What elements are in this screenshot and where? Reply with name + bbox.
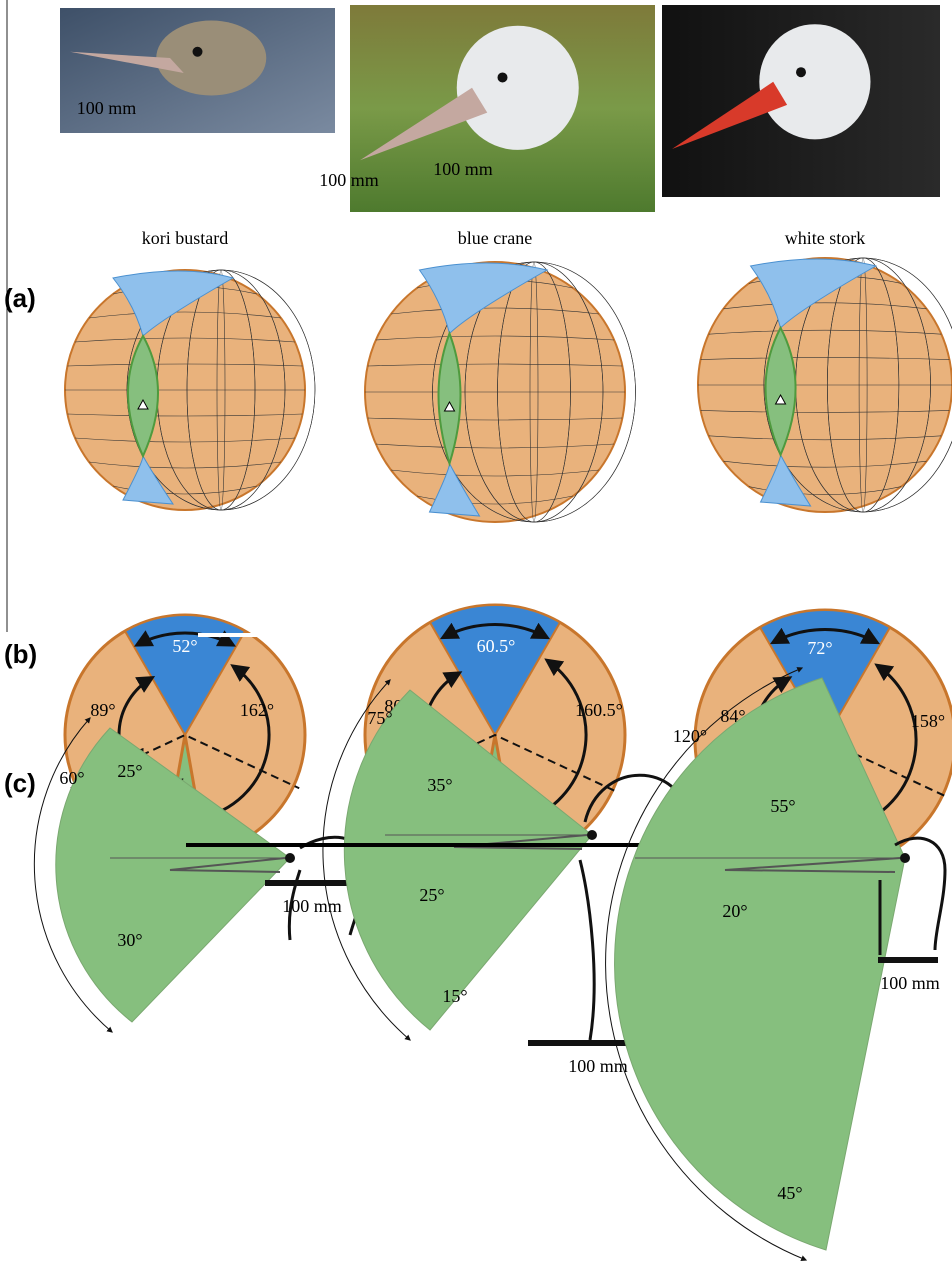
bill: [169, 857, 286, 873]
parallel: [700, 357, 950, 360]
angle-label: 15°: [442, 986, 467, 1006]
scale-label: 100 mm: [880, 973, 940, 993]
scale-label: 100 mm: [282, 896, 342, 916]
parallel: [74, 437, 296, 443]
blind-area: [418, 262, 549, 335]
angle-label: 89°: [90, 700, 115, 720]
binocular-area: [127, 333, 159, 459]
bird-head: [456, 25, 579, 150]
parallel: [367, 363, 623, 367]
parallel: [390, 307, 600, 315]
bill-marker: [774, 393, 787, 405]
blind-area: [112, 270, 235, 337]
eye: [285, 853, 295, 863]
angle-label: 25°: [419, 885, 444, 905]
angle-label: 25°: [117, 761, 142, 781]
angle-arrow: [196, 664, 271, 825]
panel-label: (c): [4, 768, 36, 798]
bill: [724, 857, 901, 873]
eye: [192, 46, 203, 57]
eye: [497, 72, 508, 83]
parallel: [74, 337, 296, 343]
angle-label: 35°: [427, 775, 452, 795]
beak: [360, 87, 488, 161]
panel-label: (a): [4, 283, 36, 313]
parallel: [708, 435, 942, 441]
angle-label: 120°: [673, 726, 707, 746]
parallel: [375, 335, 615, 341]
angle-arrow: [769, 627, 881, 645]
species-name: kori bustard: [142, 228, 228, 248]
angle-label: 60.5°: [477, 636, 516, 656]
angle-label: 52°: [172, 636, 197, 656]
bird-head: [156, 20, 267, 96]
bill-marker: [443, 400, 456, 412]
angle-arrow: [439, 622, 551, 640]
parallel: [390, 469, 600, 477]
parallel: [723, 460, 927, 468]
angle-label: 72°: [807, 638, 832, 658]
species-name: white stork: [785, 228, 866, 248]
beak: [70, 51, 184, 73]
vertical-field: [614, 677, 906, 1251]
eye: [796, 67, 806, 78]
scale-label: 100 mm: [568, 1056, 628, 1076]
angle-label: 20°: [722, 901, 747, 921]
photo-scale: 100 mm: [319, 170, 379, 190]
binocular-area: [437, 330, 462, 467]
field-arc: [322, 679, 411, 1041]
beak: [672, 81, 788, 149]
parallel: [700, 410, 950, 413]
angle-label: 45°: [777, 1183, 802, 1203]
field-arc: [605, 667, 808, 1261]
binocular-area: [764, 325, 797, 458]
angle-label: 162°: [240, 700, 274, 720]
parallel: [375, 443, 615, 449]
field-arc: [33, 717, 113, 1033]
panel-label: (b): [4, 639, 37, 669]
angle-label: 160.5°: [575, 700, 623, 720]
angle-label: 60°: [59, 768, 84, 788]
angle-label: 75°: [367, 708, 392, 728]
bill-marker: [137, 398, 149, 410]
parallel: [88, 461, 282, 469]
angle-label: 158°: [911, 711, 945, 731]
photo-scale: 100 mm: [77, 98, 137, 118]
parallel: [367, 417, 623, 421]
photo-scale: 100 mm: [433, 159, 493, 179]
species-name: blue crane: [458, 228, 532, 248]
parallel: [67, 413, 303, 417]
parallel: [708, 329, 942, 335]
angle-arrow: [133, 630, 237, 647]
parallel: [723, 302, 927, 310]
parallel: [67, 363, 303, 367]
angle-label: 55°: [770, 796, 795, 816]
bird-head: [759, 24, 871, 140]
angle-label: 30°: [117, 930, 142, 950]
head-outline: [878, 836, 947, 955]
eye: [587, 830, 597, 840]
blind-area: [749, 258, 878, 329]
parallel: [88, 311, 282, 319]
eye: [900, 853, 910, 863]
